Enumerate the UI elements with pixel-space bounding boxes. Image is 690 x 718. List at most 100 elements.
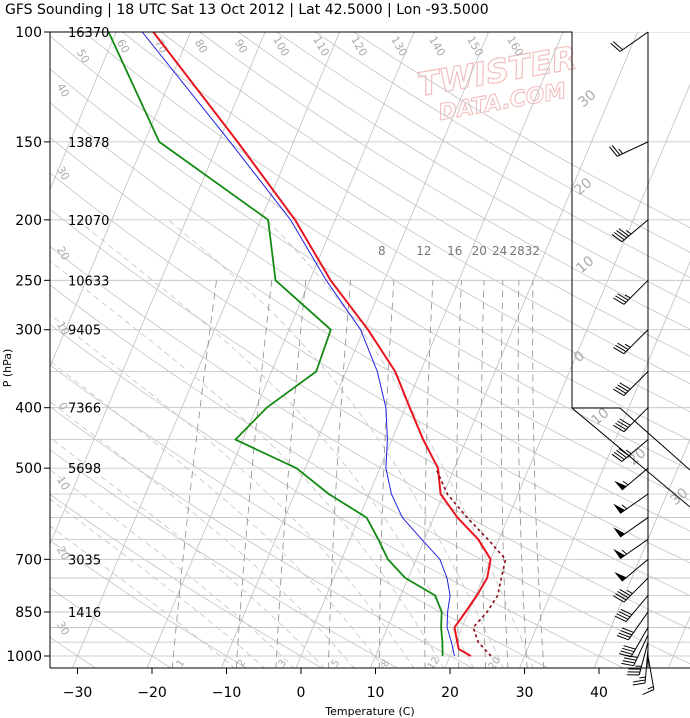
- dry-adiabat-line: [50, 136, 690, 532]
- wind-barb-flag: [615, 422, 627, 431]
- wind-barb-flag: [613, 451, 625, 460]
- dry-adiabat-label: 130: [388, 34, 410, 59]
- wind-barb-flag: [611, 453, 623, 462]
- wind-barb-flag: [618, 611, 631, 618]
- wind-barb: [642, 655, 655, 695]
- plot-frame: [49, 31, 690, 669]
- moist-adiabat-label: 2: [236, 658, 249, 670]
- wind-barb-half: [618, 148, 624, 155]
- dry-adiabat-line: [50, 323, 625, 668]
- hodograph-range-label: 10: [573, 253, 597, 277]
- wind-barb-flag: [623, 657, 637, 661]
- dry-adiabat-line: [50, 35, 690, 441]
- temperature-line: [152, 32, 492, 657]
- moist-adiabat-line: [50, 498, 265, 668]
- wind-barb: [613, 493, 649, 514]
- isotherm-line: [146, 32, 415, 668]
- wind-barb-half: [624, 343, 631, 348]
- chart-title: GFS Sounding | 18 UTC Sat 13 Oct 2012 | …: [5, 2, 489, 18]
- wind-barb-flag: [616, 449, 627, 459]
- wind-barb-flag: [621, 662, 634, 667]
- temperature-tick-label: −20: [137, 685, 167, 701]
- wind-barb-flag: [621, 627, 634, 633]
- dry-adiabat-line: [50, 636, 97, 668]
- isotherm-line: [593, 438, 690, 668]
- wind-barb-staff: [623, 371, 649, 396]
- dry-adiabat-line: [160, 32, 690, 357]
- wind-barb-flag: [615, 295, 627, 303]
- mixing-ratio-label: 16: [447, 244, 462, 258]
- dry-adiabat-line: [50, 208, 690, 596]
- pressure-tick-label: 100: [15, 25, 42, 41]
- wind-barb-flag: [623, 645, 636, 650]
- isotherm-edge-label: 10: [54, 474, 72, 493]
- mixing-ratio-line: [517, 280, 528, 668]
- wind-barb-flag: [614, 615, 627, 623]
- dry-adiabat-label: 140: [426, 34, 448, 59]
- wind-barb-pennant: [613, 548, 626, 559]
- wind-barb-pennant: [613, 503, 626, 514]
- dry-adiabat-label: 120: [348, 34, 370, 59]
- pressure-tick-label: 150: [15, 135, 42, 151]
- wind-barb-staff: [623, 329, 649, 355]
- isotherm-line: [50, 32, 266, 546]
- mixing-ratio-line: [500, 280, 509, 668]
- wind-barb-staff: [623, 577, 649, 603]
- isotherm-line: [50, 32, 191, 368]
- virtual_temperature-line: [141, 32, 455, 657]
- wind-barb-flag: [617, 591, 629, 599]
- pressure-tick-label: 300: [15, 323, 42, 339]
- mixing-ratio-label: 24: [492, 244, 507, 258]
- wind-barb: [614, 467, 649, 491]
- wind-barb: [613, 279, 649, 305]
- dry-adiabat-line: [50, 172, 690, 564]
- wind-barb-flag: [618, 228, 630, 237]
- wind-barb: [626, 641, 649, 676]
- wind-barb-pennant: [613, 527, 626, 538]
- pressure-tick-label: 200: [15, 213, 42, 229]
- mixing-ratio-line: [235, 280, 273, 668]
- moist-adiabat-label: 20: [487, 655, 503, 672]
- wind-barb-flag: [616, 230, 627, 239]
- moist-adiabat-line: [50, 260, 445, 668]
- wind-barb-flag: [613, 346, 625, 355]
- dry-adiabat-line: [50, 406, 474, 668]
- wind-barb-flag: [611, 234, 623, 243]
- height-label: 9405: [68, 324, 101, 339]
- hodograph-range-label: 0: [571, 348, 588, 366]
- wind-barb-half: [622, 480, 629, 486]
- height-label: 5698: [68, 462, 101, 477]
- wind-barb-pennant: [614, 572, 627, 582]
- height-label: 16370: [68, 26, 109, 41]
- wind-barb-flag: [611, 145, 621, 156]
- dry-adiabat-line: [50, 539, 248, 668]
- wind-barb-flag: [615, 386, 627, 394]
- height-label: 13878: [68, 136, 109, 151]
- wind-barb-half: [621, 504, 628, 510]
- wind-barb-flag: [632, 682, 646, 686]
- mixing-ratio-line: [480, 280, 487, 668]
- temperature-tick-label: 10: [367, 685, 385, 701]
- hodograph-boundary: [572, 407, 690, 471]
- dry-adiabat-label: 70: [152, 37, 170, 56]
- moist-adiabat-line: [50, 360, 385, 668]
- moist-adiabat-label: 12: [426, 655, 442, 672]
- moist-adiabat-line: [50, 437, 325, 668]
- dry-adiabat-line: [50, 364, 550, 668]
- wind-barb-flag: [617, 384, 629, 392]
- isotherm-edge-label: 30: [54, 619, 72, 638]
- wind-barb: [613, 371, 649, 396]
- mixing-ratio-label: 20: [472, 244, 487, 258]
- wind-barbs: [609, 31, 655, 695]
- wind-barb-half: [626, 589, 633, 595]
- dry-adiabat-line: [50, 102, 690, 501]
- mixing-ratio-label: 8: [378, 244, 386, 258]
- wind-barb-flag: [619, 418, 631, 426]
- wind-barb-staff: [621, 219, 649, 243]
- x-axis-label: Temperature (C): [324, 705, 414, 718]
- wind-barb-flag: [610, 43, 621, 52]
- dry-adiabat-label: 60: [114, 37, 132, 56]
- wind-barb-flag: [618, 653, 632, 658]
- wind-barb-flag: [620, 650, 633, 655]
